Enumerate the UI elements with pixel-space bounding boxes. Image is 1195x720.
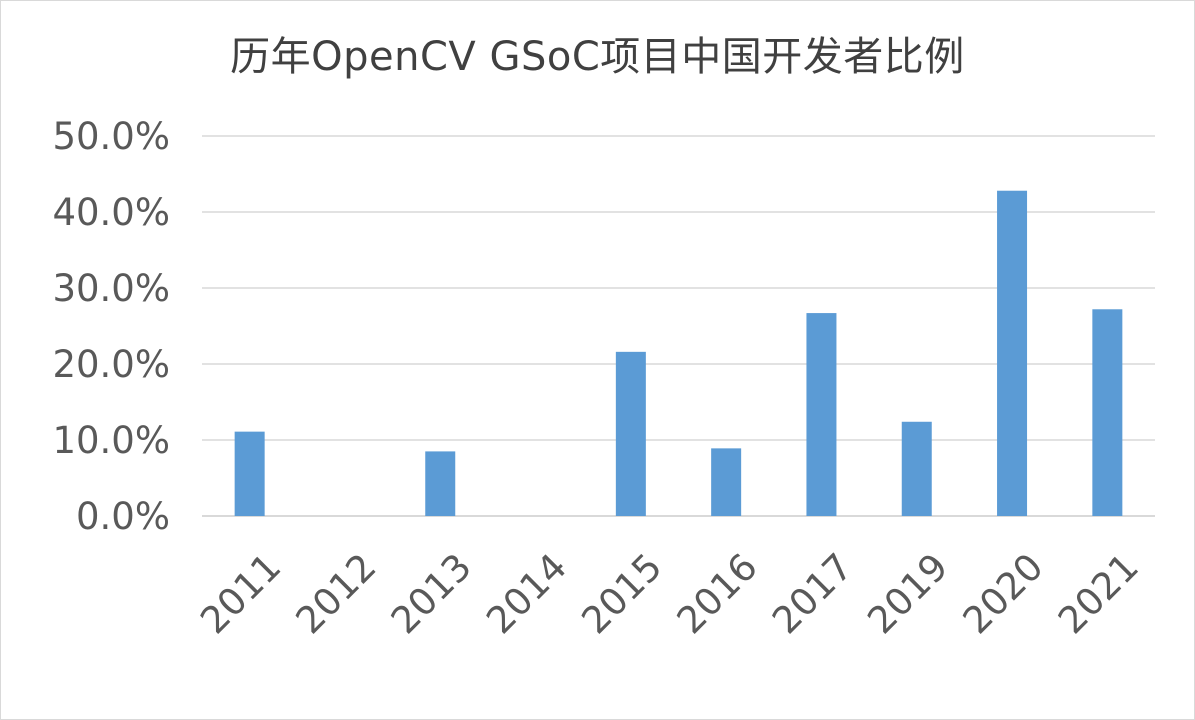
y-tick-label: 10.0% — [52, 419, 170, 462]
x-tick-label: 2014 — [478, 545, 575, 642]
x-tick-label: 2016 — [669, 545, 766, 642]
y-axis-ticks: 0.0% 10.0% 20.0% 30.0% 40.0% 50.0% — [52, 115, 170, 538]
y-tick-label: 30.0% — [52, 267, 170, 310]
chart-title: 历年OpenCV GSoC项目中国开发者比例 — [230, 34, 965, 80]
y-tick-label: 0.0% — [76, 495, 170, 538]
x-tick-label: 2011 — [192, 545, 289, 642]
bar-2019 — [901, 421, 932, 516]
bars — [234, 190, 1123, 516]
x-tick-label: 2021 — [1050, 545, 1147, 642]
x-tick-label: 2013 — [383, 545, 480, 642]
bar-2017 — [806, 313, 837, 516]
y-tick-label: 40.0% — [52, 191, 170, 234]
bar-2021 — [1092, 309, 1123, 516]
bar-2020 — [997, 190, 1028, 516]
y-tick-label: 20.0% — [52, 343, 170, 386]
x-tick-label: 2017 — [764, 545, 861, 642]
bar-2011 — [234, 431, 265, 516]
gridlines — [202, 135, 1155, 517]
bar-2015 — [615, 351, 646, 516]
x-tick-label: 2015 — [573, 545, 670, 642]
bar-2016 — [711, 448, 742, 516]
y-tick-label: 50.0% — [52, 115, 170, 158]
x-tick-label: 2019 — [859, 545, 956, 642]
x-tick-label: 2012 — [288, 545, 385, 642]
bar-2013 — [425, 451, 456, 516]
x-tick-label: 2020 — [955, 545, 1052, 642]
